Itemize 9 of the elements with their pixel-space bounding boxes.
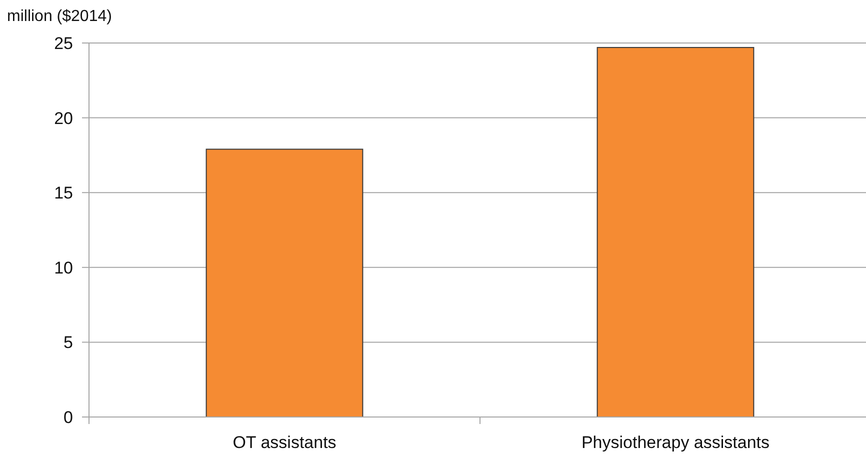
y-tick-label: 0 [64, 408, 73, 427]
y-tick-label: 25 [54, 34, 73, 53]
y-tick-label: 15 [54, 184, 73, 203]
y-tick-label: 10 [54, 258, 73, 278]
y-tick-label: 5 [64, 333, 73, 352]
x-tick-label: OT assistants [232, 433, 336, 452]
y-axis-title: million ($2014) [7, 8, 112, 25]
y-tick-label: 20 [54, 108, 73, 128]
x-tick-label: Physiotherapy assistants [581, 433, 770, 452]
